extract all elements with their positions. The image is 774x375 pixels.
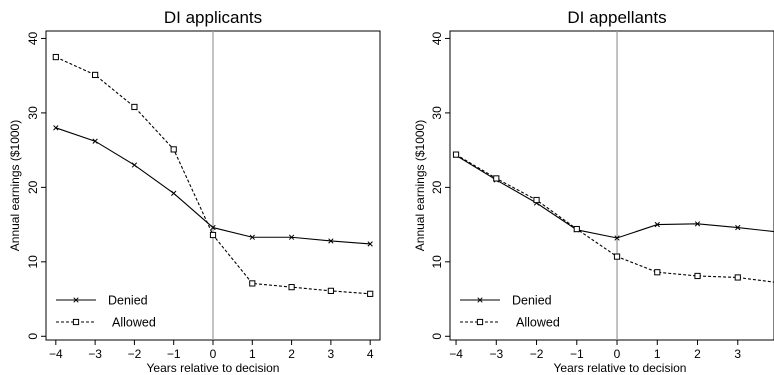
y-tick-label: 10: [430, 255, 444, 269]
y-tick-label: 30: [430, 106, 444, 120]
legend-marker-allowed: [72, 318, 80, 326]
chart-title: DI appellants: [567, 8, 666, 27]
data-point-denied: [53, 125, 59, 131]
x-tick-label: 1: [249, 347, 256, 361]
data-point-allowed: [92, 71, 99, 79]
x-tick-label: 2: [694, 347, 701, 361]
data-point-allowed: [734, 274, 741, 281]
x-tick-label: −4: [49, 347, 63, 361]
series-group: [52, 53, 374, 297]
legend-marker-allowed: [476, 318, 484, 326]
data-point-allowed: [327, 287, 334, 294]
x-tick-label: −2: [530, 347, 544, 361]
chart-panel-2: DI appellants 0 10 20 30 40 −4 −3 −2 −1 0 1 2 3 Years …: [413, 8, 774, 375]
data-point-allowed: [452, 151, 460, 158]
x-tick-label: 2: [288, 347, 295, 361]
data-point-allowed: [493, 175, 500, 182]
data-point-allowed: [288, 284, 295, 291]
data-point-allowed: [654, 269, 661, 276]
data-point-allowed: [573, 225, 580, 233]
data-point-allowed: [131, 103, 138, 111]
y-tick-label: 20: [26, 180, 40, 194]
y-tick-label: 40: [430, 31, 444, 45]
data-point-denied: [367, 241, 373, 247]
data-point-allowed: [694, 272, 701, 280]
data-point-denied: [654, 221, 660, 228]
x-tick-label: 4: [367, 347, 374, 361]
legend-label-denied: Denied: [108, 294, 148, 308]
data-point-denied: [249, 234, 255, 240]
x-tick-label: −3: [88, 347, 102, 361]
data-point-denied: [614, 235, 620, 241]
legend-marker-denied: [73, 297, 79, 303]
chart-panel-1: DI applicants 0 10 20 30 40 −4 −3 −2 −1 0 1 2 3 4 Years…: [8, 8, 381, 375]
data-point-denied: [210, 224, 216, 231]
series-line-allowed: [455, 154, 774, 283]
data-point-denied: [328, 238, 334, 244]
legend-label-denied: Denied: [512, 294, 552, 308]
y-tick-label: 0: [430, 333, 444, 340]
x-tick-label: 0: [614, 347, 621, 361]
data-point-allowed: [249, 280, 256, 287]
y-tick-label: 40: [26, 31, 40, 45]
x-tick-label: −2: [128, 347, 142, 361]
plot-frame: [449, 30, 774, 341]
data-point-allowed: [52, 53, 59, 61]
x-axis-label: Years relative to decision: [554, 361, 687, 375]
x-tick-label: −3: [489, 347, 503, 361]
data-point-allowed: [209, 231, 217, 239]
y-tick-label: 10: [26, 255, 40, 269]
data-point-denied: [171, 190, 177, 196]
legend-label-allowed: Allowed: [516, 316, 560, 330]
data-point-denied: [694, 221, 701, 227]
x-tick-label: 0: [210, 347, 217, 361]
x-tick-label: −1: [570, 347, 584, 361]
legend-marker-denied: [477, 297, 483, 303]
legend-label-allowed: Allowed: [112, 316, 156, 330]
x-tick-label: 3: [328, 347, 335, 361]
series-line-denied: [455, 154, 774, 239]
y-axis-label: Annual earnings ($1000): [8, 120, 22, 251]
data-point-allowed: [367, 290, 374, 297]
y-tick-label: 20: [430, 180, 444, 194]
x-tick-label: −1: [167, 347, 181, 361]
y-tick-label: 30: [26, 106, 40, 120]
data-point-allowed: [170, 146, 177, 153]
data-point-denied: [288, 234, 295, 240]
series-group: [452, 151, 774, 283]
data-point-allowed: [613, 253, 621, 260]
data-point-denied: [92, 138, 98, 144]
x-tick-label: −4: [449, 347, 463, 361]
x-axis-label: Years relative to decision: [147, 361, 280, 375]
x-tick-label: 3: [734, 347, 741, 361]
data-point-denied: [735, 224, 741, 231]
x-tick-label: 1: [654, 347, 661, 361]
data-point-denied: [131, 162, 138, 168]
chart-title: DI applicants: [164, 8, 262, 27]
y-axis-label: Annual earnings ($1000): [413, 120, 427, 251]
data-point-allowed: [533, 196, 540, 204]
y-tick-label: 0: [26, 333, 40, 340]
